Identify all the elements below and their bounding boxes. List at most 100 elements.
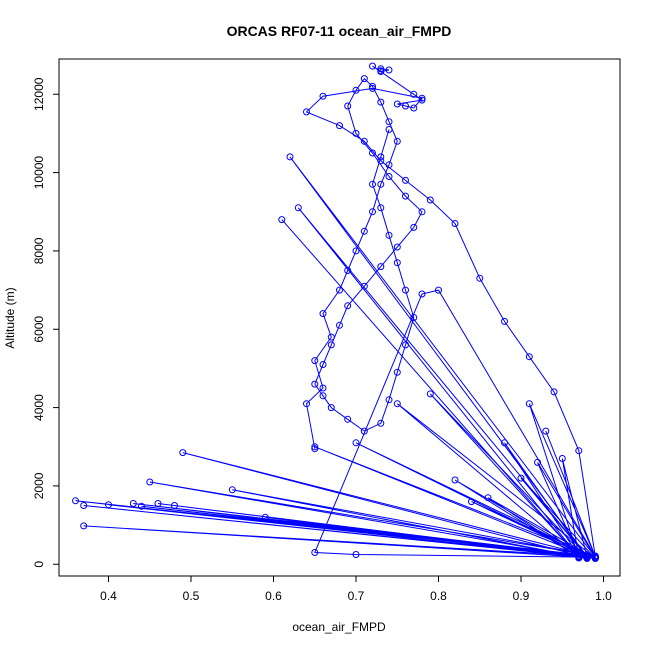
data-point [319,92,327,100]
data-point [360,75,368,83]
data-point [484,494,492,502]
data-point [385,126,393,133]
data-point [360,137,368,145]
series-line [281,65,597,558]
data-point [336,286,343,294]
data-point [583,552,591,560]
data-point [311,443,319,451]
data-point [369,62,376,70]
data-point [369,208,376,216]
data-point [179,449,187,457]
data-point [410,104,418,112]
data-point [344,415,352,423]
data-point [558,455,566,462]
data-point [377,98,385,106]
data-point [393,368,401,376]
x-tick-label: 0.9 [513,589,530,603]
data-point [278,216,286,224]
data-point [468,498,475,506]
data-point [525,353,533,361]
x-axis: 0.4 0.5 0.6 0.7 0.8 0.9 1.0 [100,575,612,603]
y-tick-label: 6000 [32,316,46,343]
data-point [402,176,409,184]
data-point [369,180,376,188]
data-point [72,497,79,505]
y-axis: 0 2000 4000 6000 8000 10000 12000 [32,77,60,568]
data-point [105,501,112,509]
data-point [534,458,541,466]
data-point [336,122,343,130]
data-point [352,439,360,447]
x-tick-label: 0.7 [348,589,365,603]
data-point [501,317,508,325]
data-point [80,502,88,509]
data-point [352,129,360,137]
data-point [451,476,459,484]
data-point [377,204,385,212]
data-point [517,474,525,482]
data-point [435,286,442,294]
data-point [171,502,178,509]
data-point [319,310,327,318]
data-point [385,118,393,126]
data-point [402,286,409,294]
x-tick-label: 0.5 [183,589,200,603]
data-point [418,290,426,298]
data-point [138,502,145,510]
data-point [360,227,368,235]
data-point [369,84,376,92]
data-point [336,321,343,329]
chart-title: ORCAS RF07-11 ocean_air_FMPD [227,23,452,39]
data-point [261,513,269,521]
data-point [294,204,302,212]
data-point [402,192,409,200]
data-point [575,553,583,561]
data-point [327,341,335,349]
data-point [360,427,368,435]
data-point [377,153,385,161]
data-point [525,400,533,408]
data-point [80,522,88,530]
x-tick-label: 0.6 [265,589,282,603]
data-point [319,384,327,392]
data-point [327,404,335,412]
data-point [146,478,154,486]
data-point [402,102,409,110]
data-point [377,419,385,427]
data-point [385,231,393,239]
x-axis-label: ocean_air_FMPD [292,620,386,634]
data-point [377,263,385,271]
data-point [385,173,393,180]
y-tick-label: 8000 [32,237,46,264]
y-tick-label: 12000 [32,77,46,111]
data-point [303,400,310,408]
y-tick-label: 2000 [32,472,46,499]
data-point [476,274,484,282]
data-point [393,400,401,408]
y-tick-label: 10000 [32,156,46,190]
data-point [377,157,385,165]
data-point [311,380,319,388]
data-point [418,94,426,102]
data-point [542,427,550,435]
data-point [311,549,319,556]
data-point [228,486,236,494]
data-point [352,86,360,94]
data-point [311,445,319,453]
y-tick-label: 0 [32,561,46,568]
data-point [377,68,385,75]
data-point [410,90,418,98]
data-point [286,153,294,161]
data-point [451,220,459,227]
data-point [575,447,583,455]
data-point [377,65,385,73]
data-point [410,314,418,321]
data-point [319,361,327,368]
data-point [129,500,137,507]
data-point [319,392,327,400]
series-line [75,393,597,559]
data-point [311,357,319,365]
y-tick-label: 4000 [32,394,46,421]
data-point [426,390,434,398]
